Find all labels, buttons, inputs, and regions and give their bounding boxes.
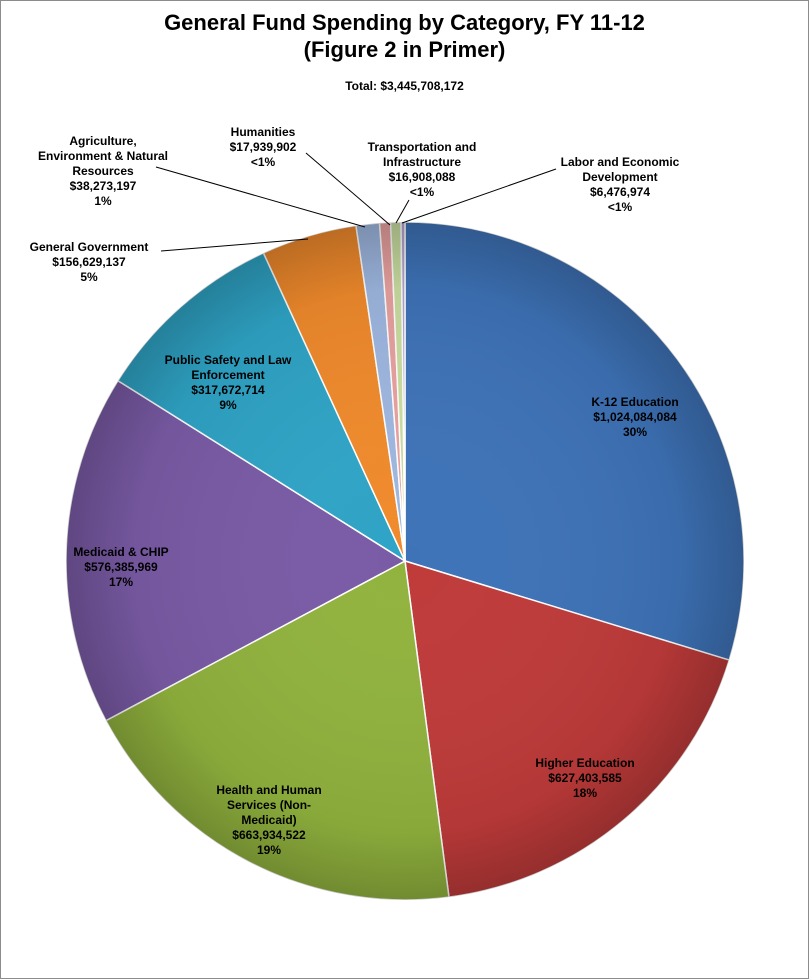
chart-title-line-2: (Figure 2 in Primer) xyxy=(303,37,506,62)
data-label-humanities: Humanities $17,939,902 <1% xyxy=(230,125,297,169)
leader-line-humanities xyxy=(305,152,391,226)
chart-title-line-1: General Fund Spending by Category, FY 11… xyxy=(164,10,645,35)
data-labels: K-12 Education $1,024,084,084 30% Higher Ed… xyxy=(30,125,680,857)
data-label-k-12-education: K-12 Education $1,024,084,084 30% xyxy=(591,395,678,439)
data-label-labor-and-economic-development: Labor and Economic Development $6,476,974 <… xyxy=(561,155,680,214)
chart-subtitle: Total: $3,445,708,172 xyxy=(345,79,464,93)
data-label-public-safety-and-law-enforcement: Public Safety and Law Enforcement $317,672… xyxy=(165,353,292,412)
data-label-medicaid-chip: Medicaid & CHIP $576,385,969 17% xyxy=(73,545,168,589)
data-label-agriculture-environment-natural-resources: Agriculture, Environment & Natural Resourc… xyxy=(38,134,168,208)
leader-line-labor-and-economic-development xyxy=(401,168,557,224)
chart-title: General Fund Spending by Category, FY 11… xyxy=(1,9,808,63)
data-label-transportation-and-infrastructure: Transportation and Infrastructure $16,908,… xyxy=(368,140,477,199)
data-label-health-and-human-services-non-medicaid: Health and Human Services (Non-Medicaid) $… xyxy=(216,783,321,857)
data-label-general-government: General Government $156,629,137 5% xyxy=(30,240,149,284)
pie-slices xyxy=(65,221,745,901)
data-label-higher-education: Higher Education $627,403,585 18% xyxy=(535,756,634,800)
leader-line-agriculture-environment-natural-resources xyxy=(155,166,366,228)
leader-lines xyxy=(155,152,557,252)
leader-line-general-government xyxy=(160,238,309,252)
leader-line-transportation-and-infrastructure xyxy=(395,199,410,224)
